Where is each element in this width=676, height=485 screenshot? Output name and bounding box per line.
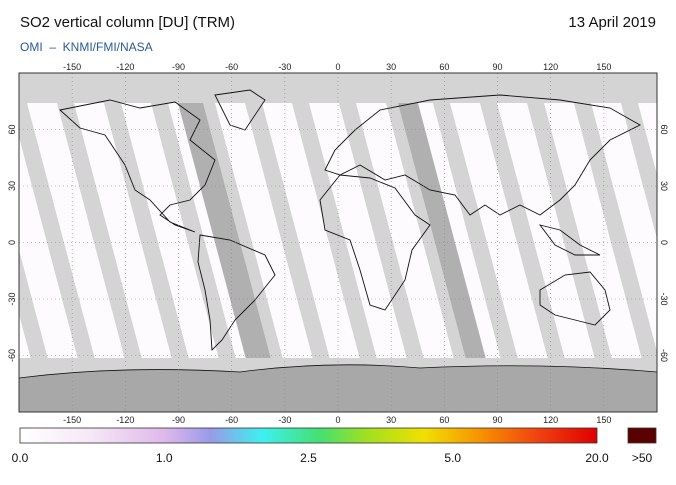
colorbar-overflow-label: >50	[632, 451, 653, 465]
swath	[442, 73, 562, 412]
longitude-label-top: -30	[278, 62, 291, 72]
ticks: -150 -150 -120 -120 -90 -90 -60 -60 -30 -30 0 0 30 30…	[7, 62, 669, 425]
latitude-label-right: -60	[659, 349, 669, 362]
longitude-label-top: 30	[386, 62, 396, 72]
colorbar-overflow	[627, 427, 657, 444]
colorbar-label: 0.0	[12, 451, 29, 465]
map-frame	[18, 72, 658, 413]
colorbar-label: 20.0	[585, 451, 609, 465]
colorbar-label: 5.0	[444, 451, 461, 465]
longitude-label-top: -120	[116, 62, 134, 72]
source: OMI – KNMI/FMI/NASA	[20, 40, 153, 54]
date: 13 April 2019	[568, 14, 656, 31]
latitude-label-left: 0	[7, 240, 17, 245]
swath	[254, 73, 374, 412]
south-america	[197, 234, 276, 352]
swath	[19, 137, 92, 412]
colorbar-label: 1.0	[156, 451, 173, 465]
eurasia	[324, 94, 641, 216]
swath	[489, 73, 609, 412]
longitude-label-bottom: 120	[543, 415, 558, 425]
longitude-label-top: 120	[543, 62, 558, 72]
longitude-label-top: 0	[335, 62, 340, 72]
latitude-label-left: 30	[7, 181, 17, 191]
longitude-label-top: 90	[492, 62, 502, 72]
latitude-label-right: -30	[659, 292, 669, 305]
north-america	[59, 99, 216, 233]
swath	[66, 73, 186, 412]
latitude-label-left: -60	[7, 349, 17, 362]
longitude-label-top: -90	[172, 62, 185, 72]
longitude-label-bottom: -60	[225, 415, 238, 425]
map	[19, 73, 657, 412]
longitude-label-top: 60	[439, 62, 449, 72]
title: SO2 vertical column [DU] (TRM)	[20, 14, 235, 31]
longitude-label-bottom: -120	[116, 415, 134, 425]
latitude-label-right: 0	[659, 240, 669, 245]
longitude-label-bottom: 30	[386, 415, 396, 425]
africa	[319, 174, 431, 311]
longitude-label-top: 150	[596, 62, 611, 72]
swath	[583, 73, 657, 352]
colorbar	[19, 427, 598, 444]
longitude-label-bottom: 0	[335, 415, 340, 425]
longitude-label-top: -60	[225, 62, 238, 72]
latitude-label-right: 30	[659, 181, 669, 191]
indonesia	[538, 224, 601, 256]
latitude-label-left: 60	[7, 124, 17, 134]
antarctica	[19, 364, 657, 412]
longitude-label-bottom: 90	[492, 415, 502, 425]
longitude-label-bottom: 60	[439, 415, 449, 425]
swath-dark	[390, 73, 500, 412]
longitude-label-bottom: -150	[63, 415, 81, 425]
colorbar-labels: 0.0 1.0 2.5 5.0 20.0	[12, 451, 609, 465]
swath	[113, 73, 233, 412]
australia	[539, 271, 611, 326]
longitude-label-bottom: 150	[596, 415, 611, 425]
latitude-label-left: -30	[7, 292, 17, 305]
colorbar-label: 2.5	[300, 451, 317, 465]
greenland	[214, 89, 266, 131]
coastlines	[59, 89, 641, 352]
longitude-label-bottom: -30	[278, 415, 291, 425]
longitude-label-top: -150	[63, 62, 81, 72]
latitude-label-right: 60	[659, 124, 669, 134]
graticule	[19, 73, 657, 412]
longitude-label-bottom: -90	[172, 415, 185, 425]
